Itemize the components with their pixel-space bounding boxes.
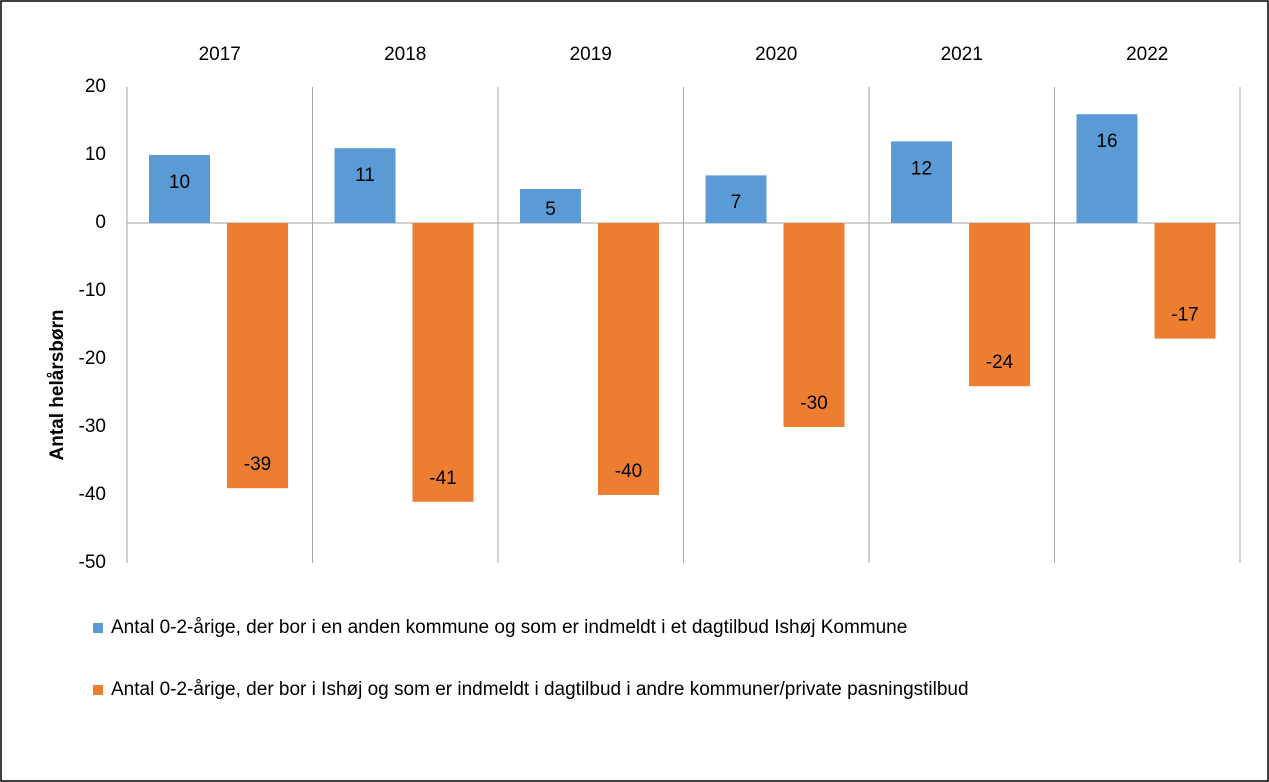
data-label: 5: [545, 199, 556, 220]
x-tick-label: 2020: [755, 44, 797, 65]
data-label: 16: [1096, 131, 1117, 152]
data-label: -30: [800, 393, 827, 414]
bar: [412, 223, 474, 502]
bar: [705, 175, 767, 223]
data-label: -41: [429, 468, 456, 489]
y-tick-label: -40: [79, 484, 106, 505]
bar: [598, 223, 659, 495]
bar: [969, 223, 1030, 387]
data-label: 11: [355, 165, 375, 186]
legend-label: Antal 0-2-årige, der bor i en anden komm…: [111, 617, 907, 638]
data-label: -39: [244, 454, 271, 475]
data-label: -17: [1171, 305, 1198, 326]
data-label: 10: [169, 172, 190, 193]
y-tick-label: 20: [85, 76, 106, 97]
bar: [334, 148, 396, 223]
legend-swatch: [93, 623, 103, 633]
y-axis-title: Antal helårsbørn: [47, 310, 68, 461]
y-tick-label: 10: [85, 144, 106, 165]
x-tick-label: 2018: [384, 44, 426, 65]
y-tick-label: -20: [79, 348, 106, 369]
bar: [783, 223, 845, 427]
bar: [227, 223, 288, 489]
y-tick-label: -10: [79, 280, 106, 301]
legend-swatch: [93, 685, 103, 695]
y-tick-label: -30: [79, 416, 106, 437]
x-tick-label: 2019: [570, 44, 612, 65]
bar: [520, 189, 581, 223]
data-label: 7: [731, 192, 742, 213]
data-label: -40: [615, 461, 642, 482]
data-label: 12: [911, 158, 932, 179]
data-label: -24: [986, 352, 1014, 373]
bar: [1076, 114, 1138, 223]
bar: [891, 141, 952, 223]
bar: [149, 155, 210, 223]
y-tick-label: -50: [79, 552, 106, 573]
legend-label: Antal 0-2-årige, der bor i Ishøj og som …: [111, 679, 969, 700]
x-tick-label: 2021: [941, 44, 983, 65]
x-tick-label: 2022: [1126, 44, 1168, 65]
x-tick-label: 2017: [199, 44, 241, 65]
bar: [1154, 223, 1216, 339]
y-tick-label: 0: [95, 212, 106, 233]
